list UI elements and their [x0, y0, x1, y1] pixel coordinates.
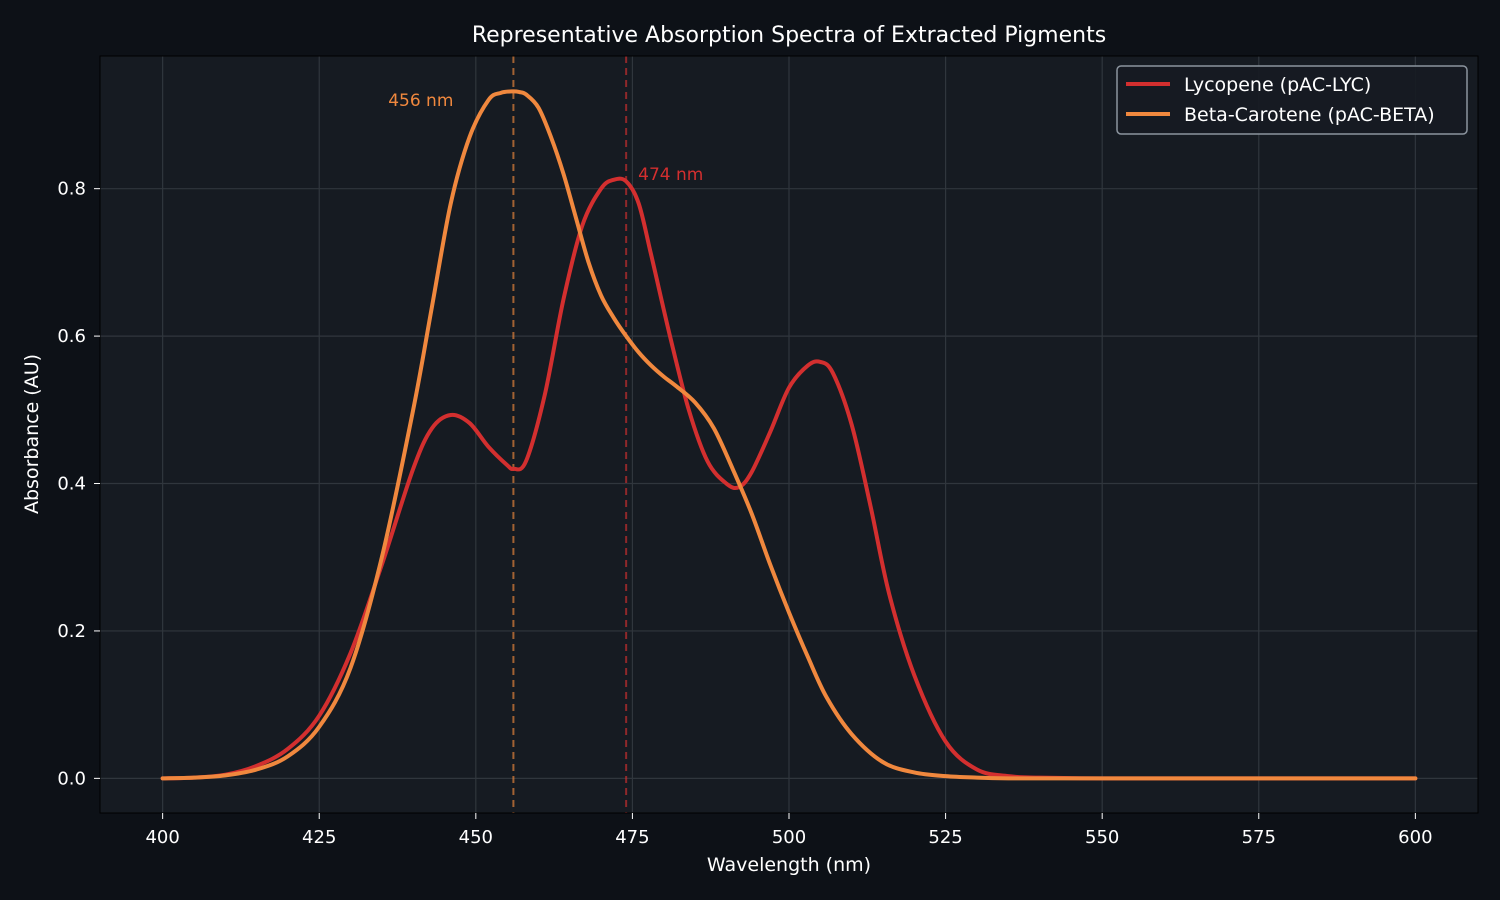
x-tick-label: 525	[928, 827, 962, 848]
y-tick-label: 0.2	[57, 621, 86, 642]
x-tick-label: 450	[459, 827, 493, 848]
x-axis-ticks: 400 425 450 475 500 525 550 575 600	[145, 813, 1433, 848]
legend: Lycopene (pAC-LYC) Beta-Carotene (pAC-BE…	[1116, 65, 1468, 135]
x-tick-label: 475	[615, 827, 649, 848]
x-tick-label: 550	[1085, 827, 1119, 848]
chart-title: Representative Absorption Spectra of Ext…	[472, 23, 1106, 48]
y-tick-label: 0.0	[57, 768, 86, 789]
series-line-beta-carotene	[160, 89, 1418, 781]
peak-annotation-label: 456 nm	[388, 91, 453, 111]
legend-label-lycopene: Lycopene (pAC-LYC)	[1184, 74, 1371, 96]
grid-lines	[100, 56, 1478, 813]
y-tick-label: 0.4	[57, 474, 86, 495]
series-line-lycopene	[160, 176, 1418, 781]
y-axis-label: Absorbance (AU)	[21, 354, 43, 514]
y-tick-label: 0.6	[57, 326, 86, 347]
peak-annotation-label: 474 nm	[638, 165, 703, 185]
x-tick-label: 425	[302, 827, 336, 848]
x-tick-label: 600	[1398, 827, 1432, 848]
legend-label-beta-carotene: Beta-Carotene (pAC-BETA)	[1184, 104, 1435, 126]
x-tick-label: 500	[772, 827, 806, 848]
peak-annotations: 456 nm 474 nm	[388, 91, 703, 185]
y-axis-ticks: 0.0 0.2 0.4 0.6 0.8	[57, 179, 100, 789]
series-lines	[160, 89, 1418, 781]
x-tick-label: 575	[1242, 827, 1276, 848]
x-tick-label: 400	[145, 827, 179, 848]
x-axis-label: Wavelength (nm)	[707, 854, 871, 876]
legend-box	[1116, 65, 1468, 135]
y-tick-label: 0.8	[57, 179, 86, 200]
